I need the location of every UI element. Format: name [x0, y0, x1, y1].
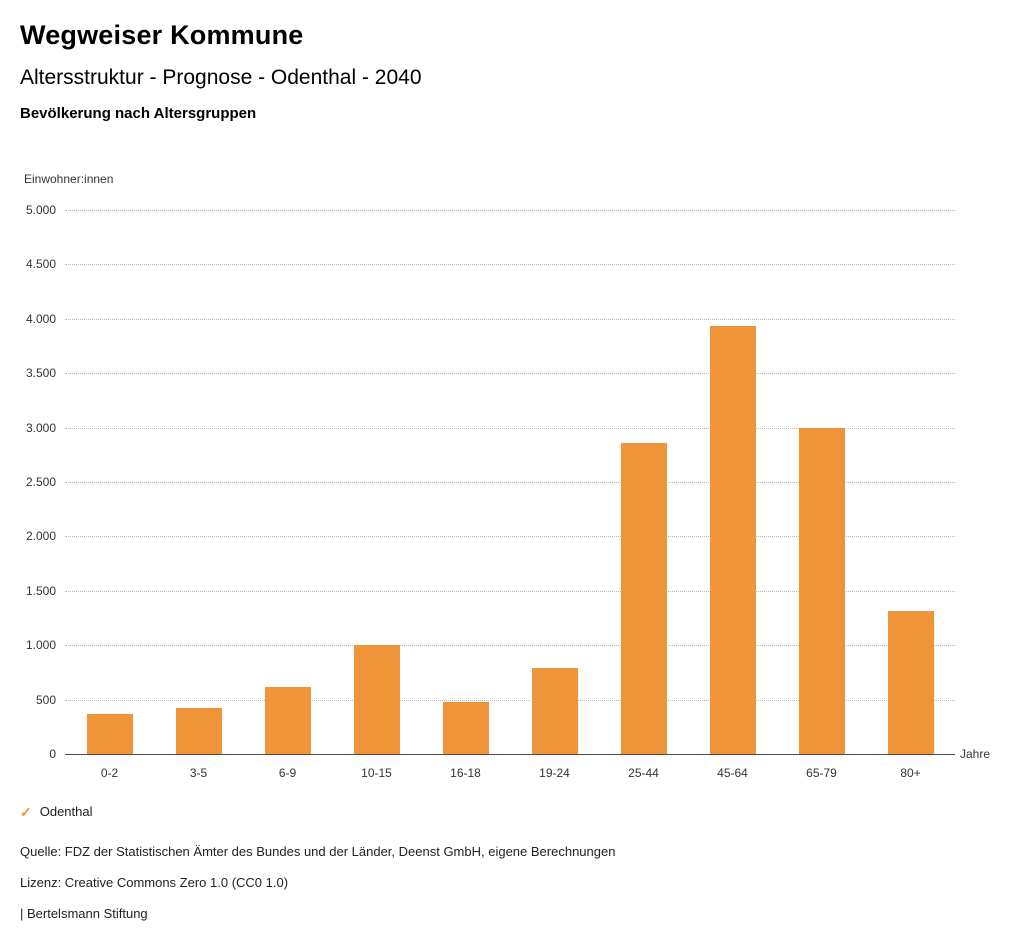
check-icon[interactable]: ✓	[20, 803, 32, 820]
plot-area	[65, 210, 955, 755]
footer-attribution: | Bertelsmann Stiftung	[20, 906, 148, 921]
x-tick-label: 10-15	[361, 766, 392, 780]
gridline	[65, 645, 955, 647]
x-tick-label: 16-18	[450, 766, 481, 780]
y-tick-label: 1.500	[25, 583, 56, 598]
page-subtitle: Altersstruktur - Prognose - Odenthal - 2…	[20, 66, 422, 89]
y-tick-label: 2.000	[25, 529, 56, 544]
gridline	[65, 373, 955, 375]
gridline	[65, 427, 955, 429]
bar-10-15[interactable]	[353, 645, 400, 754]
y-tick-label: 3.000	[25, 420, 56, 435]
gridline	[65, 210, 955, 211]
x-axis-label: Jahre	[960, 747, 991, 761]
gridline	[65, 318, 955, 320]
x-tick-label: 19-24	[539, 766, 570, 780]
x-axis-ticks: 0-2 3-5 6-9 10-15 16-18 19-24 25-44 45-64 65-79 8…	[65, 766, 955, 782]
legend-label: Odenthal	[39, 804, 93, 819]
bar-80+[interactable]	[887, 611, 934, 754]
x-tick-label: 80+	[900, 766, 921, 780]
gridline	[65, 264, 955, 266]
x-tick-label: 3-5	[189, 766, 208, 780]
legend-item-odenthal[interactable]: ✓ Odenthal	[20, 804, 93, 819]
y-tick-label: 3.500	[25, 366, 56, 381]
y-tick-label: 500	[35, 692, 56, 707]
bar-45-64[interactable]	[709, 326, 756, 754]
y-axis-label: Einwohner:innen	[24, 172, 114, 186]
chart-heading: Bevölkerung nach Altersgruppen	[20, 105, 257, 122]
x-tick-label: 45-64	[717, 766, 748, 780]
footer-source: Quelle: FDZ der Statistischen Ämter des …	[20, 844, 616, 859]
bar-6-9[interactable]	[264, 687, 311, 754]
bar-3-5[interactable]	[175, 708, 222, 754]
x-axis-line	[65, 754, 955, 755]
x-tick-label: 0-2	[100, 766, 119, 780]
y-tick-label: 0	[49, 747, 56, 761]
gridline	[65, 482, 955, 483]
bar-16-18[interactable]	[442, 701, 489, 754]
bar-25-44[interactable]	[620, 442, 667, 754]
y-tick-label: 4.000	[25, 311, 56, 326]
bar-0-2[interactable]	[86, 713, 133, 754]
bar-65-79[interactable]	[798, 427, 845, 754]
y-tick-label: 4.500	[25, 257, 56, 272]
x-tick-label: 6-9	[278, 766, 297, 780]
y-tick-label: 5.000	[25, 203, 56, 217]
x-tick-label: 25-44	[628, 766, 659, 780]
y-tick-label: 2.500	[25, 475, 56, 489]
y-axis-ticks: 0 500 1.000 1.500 2.000 2.500 3.000 3.500 4.000 4…	[0, 203, 56, 761]
gridline	[65, 536, 955, 538]
x-tick-label: 65-79	[806, 766, 837, 780]
gridline	[65, 590, 955, 592]
page-title: Wegweiser Kommune	[20, 20, 304, 50]
bar-19-24[interactable]	[531, 668, 578, 754]
gridline	[65, 699, 955, 701]
y-tick-label: 1.000	[25, 638, 56, 653]
footer-license: Lizenz: Creative Commons Zero 1.0 (CC0 1…	[20, 875, 289, 890]
